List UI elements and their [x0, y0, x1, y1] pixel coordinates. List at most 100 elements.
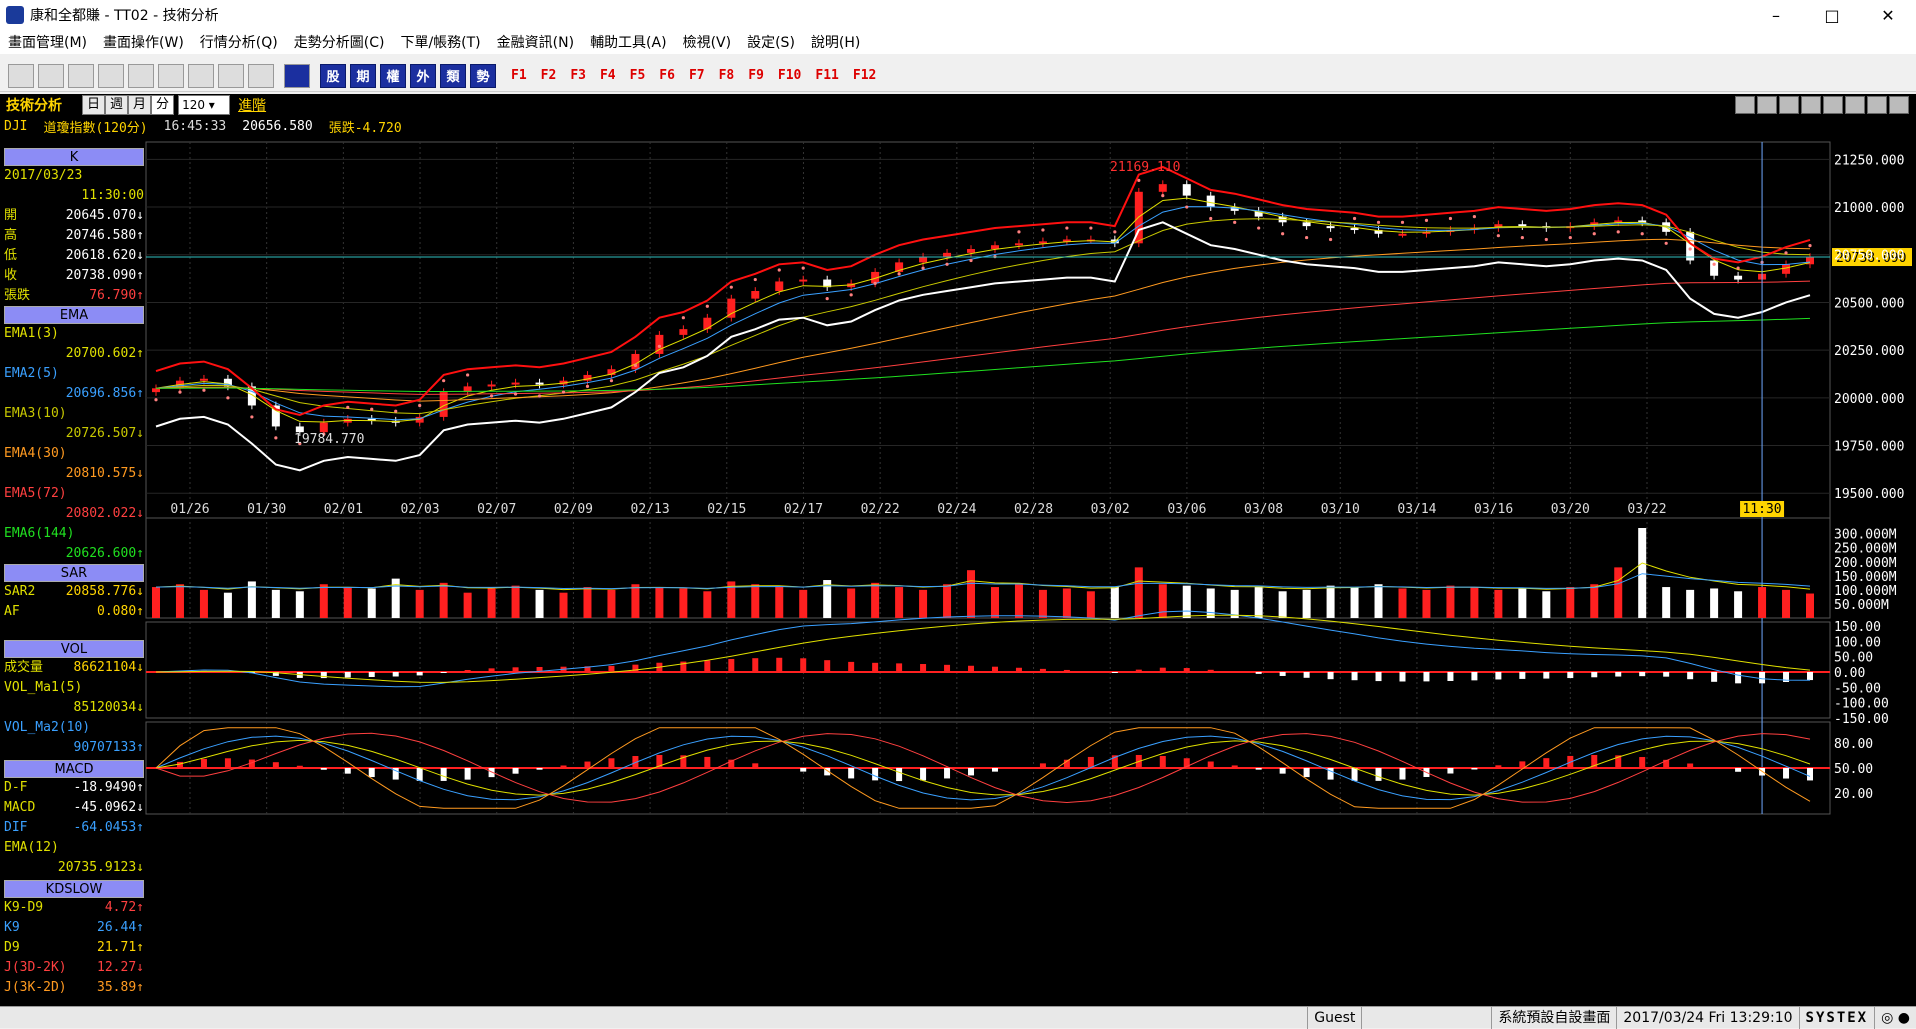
- menu-tools[interactable]: 輔助工具(A): [590, 35, 667, 51]
- macd-histogram-bar: [1615, 672, 1622, 677]
- price-tick-label: 20750.000: [1834, 249, 1904, 264]
- macd-info-panel: MACD D-F -18.9490↑ MACD -45.0962↓ DIF -64.0…: [4, 760, 144, 878]
- kd-histogram-bar: [1663, 759, 1670, 768]
- f3-button[interactable]: F3: [570, 68, 586, 83]
- tile-vertical-icon[interactable]: [158, 63, 184, 88]
- dif-value: -64.0453↑: [73, 820, 144, 835]
- ema4-label: EMA4(30): [4, 446, 67, 461]
- foreign-button[interactable]: 外: [410, 63, 436, 88]
- volume-bar: [919, 589, 928, 618]
- af-value: 0.080↑: [97, 604, 144, 619]
- f6-button[interactable]: F6: [659, 68, 675, 83]
- maximize-button[interactable]: □: [1824, 5, 1840, 25]
- advanced-link[interactable]: 進階: [238, 98, 267, 114]
- monitor-icon[interactable]: [248, 63, 274, 88]
- macd-histogram-bar: [1063, 669, 1070, 672]
- f10-button[interactable]: F10: [777, 68, 802, 83]
- macd-histogram-bar: [944, 664, 951, 672]
- trend-button[interactable]: 勢: [470, 63, 496, 88]
- k-change-label: 張跌: [4, 288, 31, 303]
- menu-screen-manage[interactable]: 畫面管理(M): [8, 35, 88, 51]
- period-week-tab[interactable]: 週: [105, 95, 129, 115]
- status-icons[interactable]: ◎ ●: [1874, 1006, 1916, 1029]
- chart-canvas[interactable]: 20738.090 21169.110 19784.770 11:30 01/26 01…: [0, 94, 1916, 1006]
- tile-horizontal-icon[interactable]: [128, 63, 154, 88]
- globe-icon[interactable]: [284, 63, 310, 88]
- candle-body: [1422, 231, 1431, 234]
- close-button[interactable]: ✕: [1881, 5, 1895, 25]
- f5-button[interactable]: F5: [629, 68, 646, 83]
- save-icon[interactable]: [1845, 96, 1865, 114]
- period-month-tab[interactable]: 月: [128, 95, 152, 115]
- candle-body: [199, 378, 208, 381]
- menu-finance-info[interactable]: 金融資訊(N): [496, 35, 575, 51]
- magnify-minus-icon[interactable]: [1779, 96, 1799, 114]
- menu-trend-chart[interactable]: 走勢分析圖(C): [293, 35, 385, 51]
- menu-settings[interactable]: 設定(S): [747, 35, 795, 51]
- restore-icon[interactable]: [1867, 96, 1887, 114]
- f2-button[interactable]: F2: [540, 68, 557, 83]
- sar-dot: [849, 293, 853, 297]
- sar-dot: [1257, 226, 1261, 230]
- macd-title[interactable]: MACD: [4, 760, 144, 778]
- volume-bar: [1758, 587, 1767, 618]
- chain-icon[interactable]: [218, 63, 244, 88]
- save-layout-icon[interactable]: [38, 63, 64, 88]
- sar-dot: [1664, 241, 1668, 245]
- kd-histogram-bar: [224, 758, 231, 768]
- close-window-icon[interactable]: [98, 63, 124, 88]
- futures-button[interactable]: 期: [350, 63, 376, 88]
- vol-title[interactable]: VOL: [4, 640, 144, 658]
- sar-title[interactable]: SAR: [4, 564, 144, 582]
- candle-body: [799, 279, 808, 282]
- window-layout-icon[interactable]: [8, 63, 34, 88]
- d9-value: 21.71↑: [97, 940, 144, 955]
- macd-histogram-bar: [1399, 672, 1406, 682]
- menu-quote-analysis[interactable]: 行情分析(Q): [199, 35, 278, 51]
- menu-view[interactable]: 檢視(V): [682, 35, 732, 51]
- status-screen[interactable]: 系統預設自設畫面: [1491, 1006, 1616, 1029]
- close-chart-icon[interactable]: [1889, 96, 1909, 114]
- menu-screen-operate[interactable]: 畫面操作(W): [103, 35, 184, 51]
- minimize-button[interactable]: –: [1772, 5, 1780, 25]
- f8-button[interactable]: F8: [718, 68, 735, 83]
- kd-histogram-bar: [944, 768, 951, 779]
- zoom-out-icon[interactable]: [1735, 96, 1755, 114]
- candle-body: [1206, 195, 1215, 208]
- ema3-value: 20726.507↓: [65, 426, 144, 441]
- kd-title[interactable]: KDSLOW: [4, 880, 144, 898]
- k-title[interactable]: K: [4, 148, 144, 166]
- stock-button[interactable]: 股: [320, 63, 346, 88]
- options-button[interactable]: 權: [380, 63, 406, 88]
- j1-value: 12.27↓: [97, 960, 144, 975]
- volume-bar: [1566, 587, 1575, 618]
- menu-order-account[interactable]: 下單/帳務(T): [400, 35, 481, 51]
- f7-button[interactable]: F7: [688, 68, 705, 83]
- f12-button[interactable]: F12: [852, 68, 877, 83]
- macd-histogram-bar: [824, 660, 831, 672]
- f9-button[interactable]: F9: [748, 68, 764, 83]
- settings-icon[interactable]: [1823, 96, 1843, 114]
- menu-help[interactable]: 說明(H): [810, 35, 861, 51]
- category-button[interactable]: 類: [440, 63, 466, 88]
- date-tick-label: 03/02: [1091, 502, 1130, 517]
- period-minute-tab[interactable]: 分: [151, 95, 175, 115]
- kd-histogram-bar: [416, 768, 423, 781]
- zoom-in-icon[interactable]: [1757, 96, 1777, 114]
- macd-histogram-bar: [1591, 672, 1598, 678]
- macd-tick-label: 50.00: [1834, 651, 1873, 666]
- coin-icon[interactable]: [188, 63, 214, 88]
- period-day-tab[interactable]: 日: [82, 95, 106, 115]
- f11-button[interactable]: F11: [815, 68, 839, 83]
- k-date: 2017/03/23: [4, 168, 83, 183]
- macd-histogram-bar: [1183, 668, 1190, 672]
- macd-histogram-bar: [1567, 672, 1574, 679]
- zoom-icon[interactable]: [68, 63, 94, 88]
- f4-button[interactable]: F4: [599, 68, 616, 83]
- magnify-plus-icon[interactable]: [1801, 96, 1821, 114]
- f1-button[interactable]: F1: [511, 68, 527, 83]
- ema-title[interactable]: EMA: [4, 306, 144, 324]
- count-select[interactable]: 120 ▾: [178, 95, 231, 115]
- kd-histogram-bar: [248, 759, 255, 768]
- volume-tick-label: 250.000M: [1834, 542, 1897, 557]
